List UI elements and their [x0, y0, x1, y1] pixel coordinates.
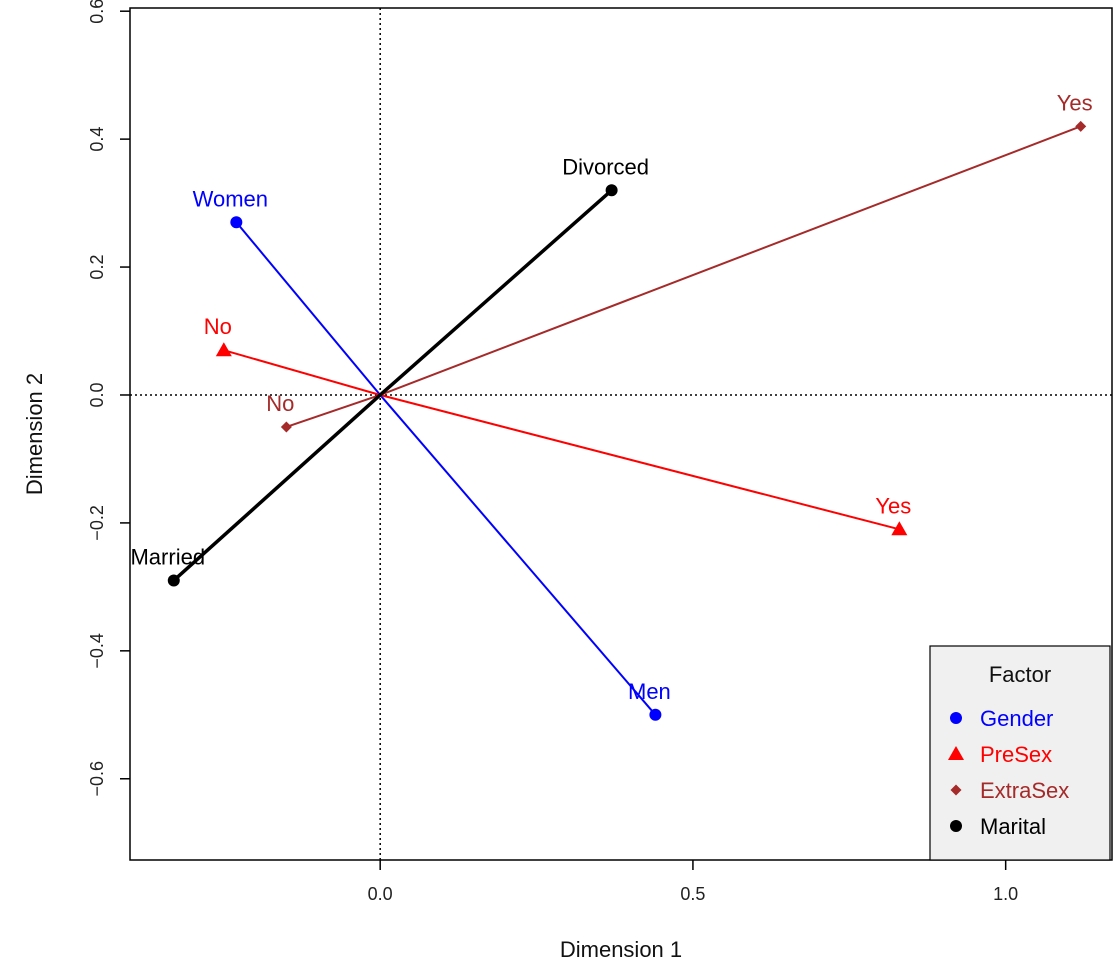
presex-point-yes: [891, 521, 908, 536]
extrasex-point-no: [280, 421, 292, 433]
marital-label-married: Married: [130, 544, 205, 569]
marital-point-married: [167, 574, 180, 587]
extrasex-segment-no: [286, 394, 381, 428]
legend-marker-presex: [948, 746, 964, 760]
presex-label-yes: Yes: [875, 493, 911, 518]
gender-label-men: Men: [628, 679, 671, 704]
y-tick-label: 0.0: [87, 382, 107, 407]
legend-marker-gender: [950, 712, 962, 724]
x-axis-title: Dimension 1: [560, 937, 682, 962]
gender-point-women: [230, 216, 243, 229]
x-tick-label: 0.5: [680, 884, 705, 904]
x-tick-label: 0.0: [368, 884, 393, 904]
gender-label-women: Women: [193, 186, 268, 211]
legend-marker-extrasex: [950, 784, 962, 796]
marital-label-divorced: Divorced: [562, 154, 649, 179]
extrasex-label-yes: Yes: [1057, 90, 1093, 115]
extrasex-point-yes: [1075, 120, 1087, 132]
legend: Factor Gender PreSex ExtraSex Marital: [929, 645, 1111, 861]
data-markers: [167, 120, 1087, 721]
gender-segment-women: [235, 221, 381, 396]
x-tick-label: 1.0: [993, 884, 1018, 904]
y-tick-label: −0.4: [87, 633, 107, 669]
gender-point-men: [649, 708, 662, 721]
plot-frame: [129, 7, 1113, 861]
legend-label-gender: Gender: [980, 706, 1053, 731]
presex-point-no: [215, 342, 232, 357]
marital-segment-married: [172, 393, 382, 582]
y-tick-label: 0.6: [87, 0, 107, 24]
extrasex-label-no: No: [266, 391, 294, 416]
y-tick-label: −0.2: [87, 505, 107, 541]
y-tick-label: 0.4: [87, 127, 107, 152]
legend-title: Factor: [989, 662, 1051, 687]
reference-lines: [130, 8, 1112, 860]
legend-label-marital: Marital: [980, 814, 1046, 839]
gender-segment-men: [379, 394, 657, 716]
presex-segment-no: [223, 349, 381, 396]
marital-segment-divorced: [379, 188, 613, 397]
legend-label-presex: PreSex: [980, 742, 1052, 767]
y-tick-label: −0.6: [87, 761, 107, 797]
x-axis: 0.0 0.5 1.0: [368, 860, 1018, 904]
legend-label-extrasex: ExtraSex: [980, 778, 1069, 803]
y-axis: 0.6 0.4 0.2 0.0 −0.2 −0.4 −0.6: [87, 0, 130, 797]
marital-point-divorced: [605, 184, 618, 197]
legend-marker-marital: [950, 820, 962, 832]
presex-label-no: No: [204, 314, 232, 339]
extrasex-segment-yes: [379, 125, 1082, 396]
point-labels: Women Men No Yes No Yes Divorced Married: [130, 90, 1092, 703]
presex-segment-yes: [379, 394, 900, 531]
y-tick-label: 0.2: [87, 255, 107, 280]
y-axis-title: Dimension 2: [22, 373, 47, 495]
series-lines: [172, 125, 1082, 716]
